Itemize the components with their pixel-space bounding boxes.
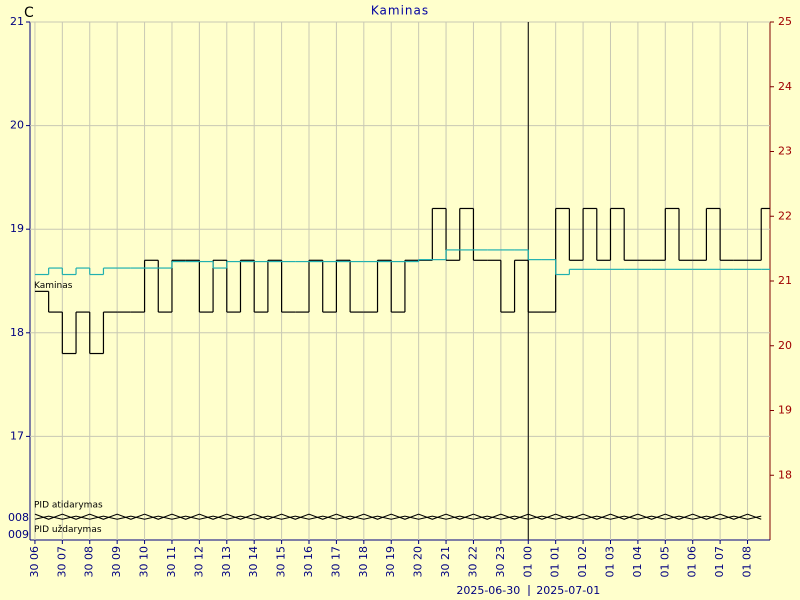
x-tick-label: 30 16 [302,546,315,578]
y-tick-label: 21 [10,15,24,28]
x-tick-label: 30 07 [55,546,68,578]
y2-tick-label: 21 [778,274,792,287]
pid-axis-label: 009 [8,528,29,541]
y2-tick-label: 18 [778,468,792,481]
x-tick-label: 30 22 [466,546,479,578]
x-tick-label: 01 05 [658,546,671,578]
y2-tick-label: 22 [778,209,792,222]
y-tick-label: 20 [10,119,24,132]
y2-tick-label: 19 [778,404,792,417]
x-tick-label: 30 14 [247,546,260,578]
y-tick-label: 19 [10,222,24,235]
y-tick-label: 17 [10,429,24,442]
series-label: Kaminas [34,281,73,291]
x-tick-label: 30 21 [439,546,452,578]
y-tick-label: 18 [10,326,24,339]
series-line [34,513,762,520]
x-tick-label: 30 11 [165,546,178,578]
x-tick-label: 30 17 [329,546,342,578]
x-tick-label: 01 03 [603,546,616,578]
x-tick-label: 30 09 [110,546,123,578]
x-tick-label: 01 07 [713,546,726,578]
chart-title: Kaminas [371,4,429,18]
x-tick-label: 01 00 [521,546,534,578]
x-tick-label: 30 23 [494,546,507,578]
x-tick-label: 01 08 [741,546,754,578]
y-unit: C [24,5,34,21]
y2-tick-label: 25 [778,15,792,28]
date-label: 2025-07-01 [536,584,600,597]
x-tick-label: 01 01 [549,546,562,578]
x-tick-label: 01 02 [576,546,589,578]
x-tick-label: 30 18 [357,546,370,578]
y2-tick-label: 23 [778,145,792,158]
x-tick-label: 30 12 [192,546,205,578]
x-tick-label: 30 15 [275,546,288,578]
x-tick-label: 01 04 [631,546,644,578]
x-tick-label: 30 19 [384,546,397,578]
x-tick-label: 01 06 [686,546,699,578]
series-label: PID uždarymas [34,525,102,535]
y2-tick-label: 24 [778,80,792,93]
x-tick-label: 30 08 [83,546,96,578]
x-tick-label: 30 10 [138,546,151,578]
series-label: PID atidarymas [34,501,103,511]
y2-tick-label: 20 [778,339,792,352]
pid-axis-label: 008 [8,511,29,524]
x-tick-label: 30 20 [412,546,425,578]
x-tick-label: 30 13 [220,546,233,578]
x-tick-label: 30 06 [28,546,41,578]
series-line [34,515,762,520]
date-label: 2025-06-30 [456,584,520,597]
